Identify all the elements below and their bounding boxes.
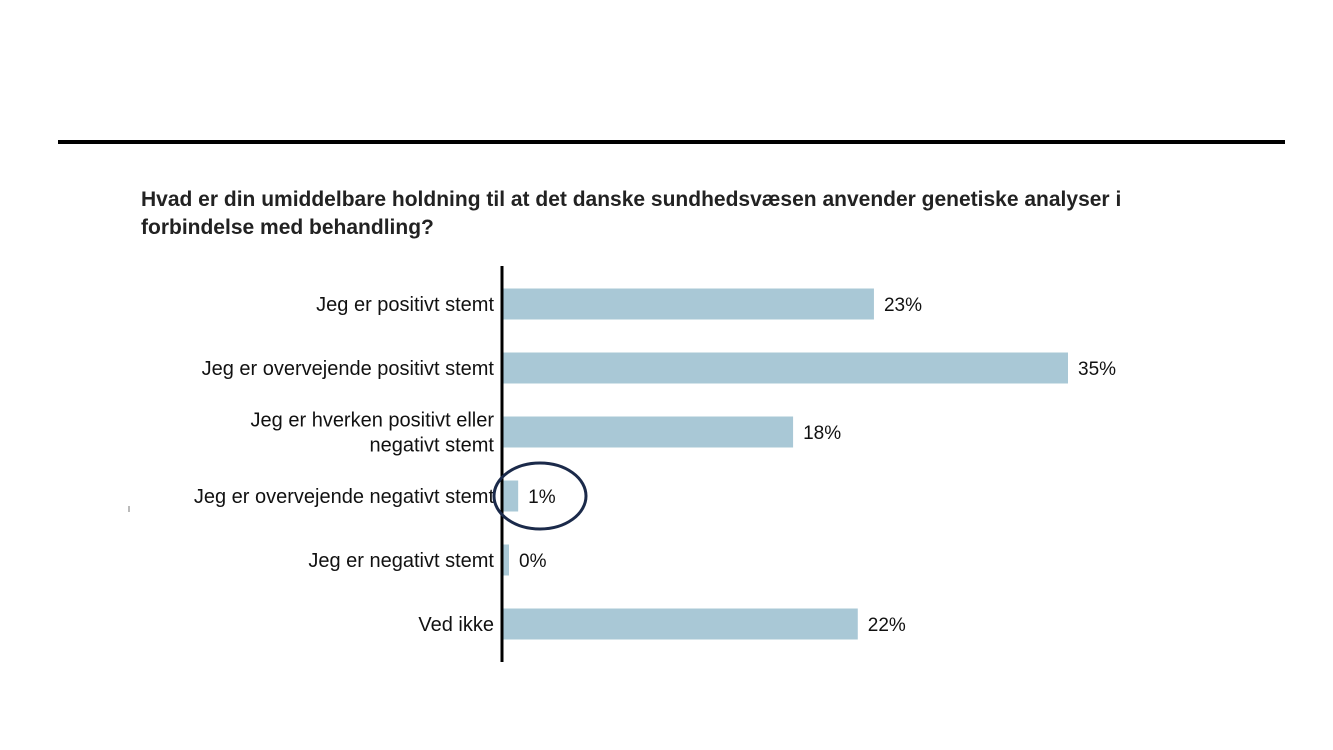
chart-title: Hvad er din umiddelbare holdning til at …	[141, 188, 1122, 239]
value-label-5: 22%	[868, 615, 906, 636]
value-label-2: 18%	[803, 423, 841, 444]
category-label-3: Jeg er overvejende negativt stemt	[194, 486, 495, 508]
highlight-circle	[492, 461, 588, 531]
bars-layer	[502, 288, 1068, 640]
bar-0	[502, 288, 874, 320]
value-label-4: 0%	[519, 551, 547, 572]
bar-5	[502, 608, 858, 640]
stray-mark	[128, 506, 130, 512]
bar-3	[502, 480, 519, 512]
category-label-2-line-1: negativt stemt	[369, 435, 494, 457]
category-label-5: Ved ikke	[418, 614, 494, 636]
header-divider	[58, 140, 1285, 144]
bar-1	[502, 352, 1068, 384]
value-label-1: 35%	[1078, 359, 1116, 380]
category-label-2-line-0: Jeg er hverken positivt eller	[251, 410, 495, 432]
value-label-3: 1%	[528, 487, 556, 508]
category-label-0: Jeg er positivt stemt	[316, 294, 494, 316]
bar-2	[502, 416, 794, 448]
value-label-0: 23%	[884, 295, 922, 316]
labels-layer: 23% Jeg er positivt stemt 35% Jeg er overve…	[194, 294, 1116, 636]
category-label-1: Jeg er overvejende positivt stemt	[202, 358, 495, 380]
category-label-4: Jeg er negativt stemt	[308, 550, 494, 572]
bar-4	[502, 544, 509, 576]
